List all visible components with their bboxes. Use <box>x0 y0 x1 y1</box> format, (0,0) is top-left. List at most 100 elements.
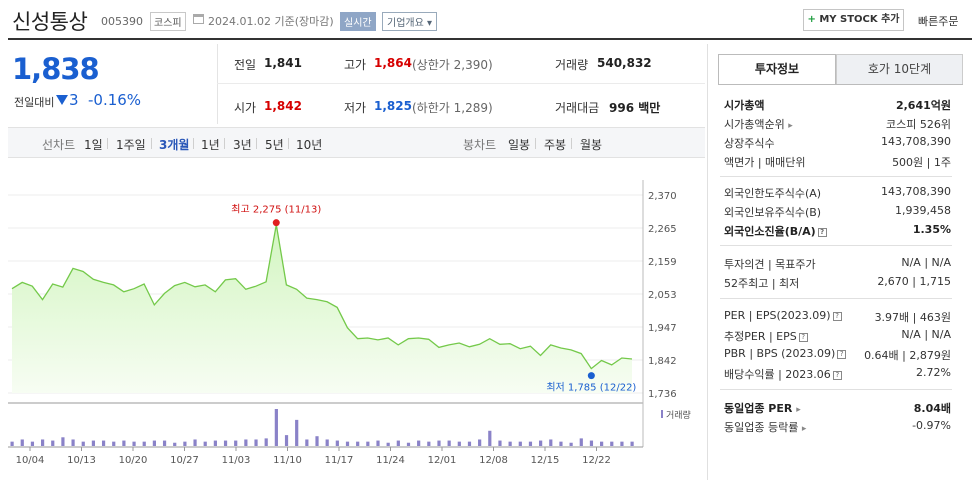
volume-bar <box>386 442 390 446</box>
sector-per-row[interactable]: 동일업종 PER ▸ 8.04배 <box>724 399 951 416</box>
tab-investment-info[interactable]: 투자정보 <box>718 54 836 85</box>
volume-bar <box>325 439 329 446</box>
candle-daily[interactable]: 일봉 <box>508 138 531 152</box>
quick-order-link[interactable]: 빠른주문 <box>918 15 959 28</box>
stock-name[interactable]: 신성통상 <box>12 10 88 34</box>
company-overview-dropdown[interactable]: 기업개요 ▾ <box>382 12 437 31</box>
candle-weekly[interactable]: 주봉 <box>544 138 567 152</box>
volume-bar <box>488 430 492 446</box>
x-axis-ticks: 10/04 10/13 10/20 10/27 11/03 11/10 11/17 11/24… <box>16 447 611 466</box>
per-value: 3.97배 | 463원 <box>874 311 951 324</box>
volume-bar <box>478 439 482 446</box>
period-3m[interactable]: 3개월 <box>159 138 190 152</box>
volume-bar <box>122 440 126 446</box>
extreme-markers: 최고 2,275 (11/13) 최저 1,785 (12/22) <box>231 204 636 394</box>
opinion-value: N/A | N/A <box>901 256 951 269</box>
foreign-rate-value: 1.35% <box>912 223 951 236</box>
change-percent: -0.16% <box>88 91 142 109</box>
open-label: 시가 <box>234 101 257 115</box>
per-row: PER | EPS(2023.09)? 3.97배 | 463원 <box>724 308 951 325</box>
volume-bar <box>51 440 55 446</box>
period-10y[interactable]: 10년 <box>296 138 323 152</box>
volume-bar <box>91 440 96 446</box>
volume-bar <box>620 441 624 446</box>
volume-bar <box>254 439 258 446</box>
opinion-label: 투자의견 | 목표주가 <box>724 258 816 271</box>
period-1w[interactable]: 1주일 <box>116 138 146 152</box>
add-mystock-button[interactable]: + MY STOCK 추가 <box>803 9 904 31</box>
plus-icon: + <box>807 14 816 25</box>
volume-legend-swatch <box>661 410 663 418</box>
volume-bar <box>101 440 106 446</box>
period-3y[interactable]: 3년 <box>233 138 252 152</box>
volume-bar <box>569 442 573 446</box>
x-tick-label: 12/08 <box>479 455 508 466</box>
market-cap-label: 시가총액 <box>724 99 765 112</box>
volume-legend: 거래량 <box>666 409 691 421</box>
foreign-hold-row: 외국인보유주식수(B) 1,939,458 <box>724 203 951 220</box>
par-value-row: 액면가 | 매매단위 500원 | 1주 <box>724 153 951 170</box>
period-1y[interactable]: 1년 <box>201 138 220 152</box>
foreign-limit-value: 143,708,390 <box>881 185 951 198</box>
week52-label: 52주최고 | 최저 <box>724 277 800 290</box>
volume-bar <box>498 440 502 446</box>
market-cap-row: 시가총액 2,641억원 <box>724 96 951 113</box>
dividend-row: 배당수익률 | 2023.06? 2.72% <box>724 365 951 382</box>
volume-bar <box>81 441 85 446</box>
per-label: PER | EPS(2023.09)? <box>724 309 842 322</box>
help-icon[interactable]: ? <box>798 333 808 342</box>
volume-bar <box>437 440 441 446</box>
price-area <box>12 224 632 393</box>
listed-shares-value: 143,708,390 <box>881 135 951 148</box>
volume-label: 거래량 <box>555 58 589 72</box>
y-tick-label: 2,370 <box>648 191 677 202</box>
candle-monthly[interactable]: 월봉 <box>580 138 603 152</box>
min-label: 최저 1,785 (12/22) <box>546 382 636 394</box>
sector-per-label: 동일업종 PER ▸ <box>724 402 801 415</box>
volume-bar <box>305 439 309 446</box>
listed-shares-label: 상장주식수 <box>724 137 775 150</box>
volume-bar <box>193 439 197 446</box>
volume-bar <box>234 440 238 446</box>
market-cap-value: 2,641억원 <box>895 99 951 112</box>
price-chart[interactable]: 2,370 2,265 2,159 2,053 1,947 1,842 1,736 최고 2… <box>0 160 705 480</box>
foreign-limit-label: 외국인한도주식수(A) <box>724 187 822 200</box>
realtime-button[interactable]: 실시간 <box>340 12 376 31</box>
period-5y[interactable]: 5년 <box>265 138 284 152</box>
market-cap-rank-row[interactable]: 시가총액순위 ▸ 코스피 526위 <box>724 115 951 132</box>
volume-bar <box>112 441 116 446</box>
volume-bar <box>173 442 177 446</box>
open-value: 1,842 <box>264 99 302 113</box>
volume-bar <box>549 439 553 446</box>
period-1d[interactable]: 1일 <box>84 138 103 152</box>
chevron-right-icon: ▸ <box>801 424 807 434</box>
volume-bar <box>132 441 136 446</box>
volume-bar <box>20 439 24 446</box>
help-icon[interactable]: ? <box>817 228 827 237</box>
volume-bar <box>61 437 65 446</box>
sector-per-value: 8.04배 <box>913 402 951 415</box>
par-value-value: 500원 | 1주 <box>892 156 951 169</box>
volume-bar <box>71 439 75 446</box>
summary-row-divider <box>217 83 705 84</box>
volume-bar <box>162 440 167 446</box>
help-icon[interactable]: ? <box>832 371 842 380</box>
volume-bar <box>600 441 604 446</box>
volume-bar <box>630 441 634 446</box>
min-point <box>587 372 595 380</box>
help-icon[interactable]: ? <box>837 350 847 359</box>
max-label: 최고 2,275 (11/13) <box>231 204 321 216</box>
volume-bar <box>30 441 35 446</box>
foreign-rate-row: 외국인소진율(B/A)? 1.35% <box>724 222 951 239</box>
dividend-value: 2.72% <box>916 366 951 379</box>
tab-order-book[interactable]: 호가 10단계 <box>836 54 963 85</box>
dividend-label: 배당수익률 | 2023.06? <box>724 366 842 382</box>
volume-bar <box>183 441 187 446</box>
pbr-value: 0.64배 | 2,879원 <box>864 349 951 362</box>
help-icon[interactable]: ? <box>832 312 842 321</box>
volume-bar <box>610 441 614 446</box>
sector-rate-row[interactable]: 동일업종 등락률 ▸ -0.97% <box>724 418 951 435</box>
prev-close-value: 1,841 <box>264 56 302 70</box>
investment-info-panel: 투자정보 호가 10단계 시가총액 2,641억원 시가총액순위 ▸ 코스피 5… <box>707 44 973 480</box>
x-tick-label: 11/03 <box>222 455 251 466</box>
